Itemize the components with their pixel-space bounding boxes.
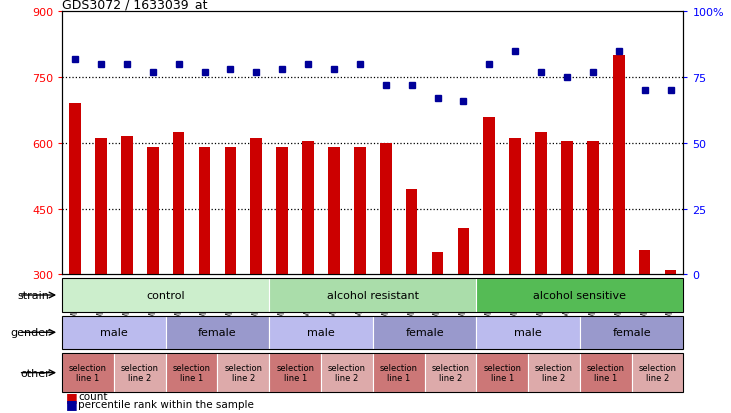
- Bar: [302, 141, 314, 275]
- Bar: [269, 316, 373, 349]
- Bar: [373, 353, 425, 392]
- Bar: [62, 316, 166, 349]
- Text: control: control: [146, 290, 185, 300]
- Bar: [166, 316, 269, 349]
- Bar: [114, 353, 166, 392]
- Bar: [561, 141, 573, 275]
- Text: selection
line 1: selection line 1: [276, 363, 314, 382]
- Bar: [95, 139, 107, 275]
- Bar: [458, 229, 469, 275]
- Text: selection
line 1: selection line 1: [483, 363, 521, 382]
- Bar: [639, 251, 651, 275]
- Text: female: female: [613, 328, 651, 337]
- Bar: [580, 353, 632, 392]
- Text: ■: ■: [66, 390, 77, 403]
- Bar: [535, 133, 547, 275]
- Bar: [477, 279, 683, 312]
- Text: strain: strain: [18, 290, 50, 300]
- Bar: [406, 190, 417, 275]
- Text: GDS3072 / 1633039_at: GDS3072 / 1633039_at: [62, 0, 208, 11]
- Text: selection
line 1: selection line 1: [587, 363, 625, 382]
- Text: alcohol resistant: alcohol resistant: [327, 290, 419, 300]
- Bar: [354, 148, 366, 275]
- Text: count: count: [78, 392, 107, 401]
- Bar: [328, 148, 340, 275]
- Bar: [380, 143, 392, 275]
- Bar: [147, 148, 159, 275]
- Text: selection
line 2: selection line 2: [121, 363, 159, 382]
- Bar: [269, 353, 321, 392]
- Bar: [580, 316, 683, 349]
- Text: selection
line 2: selection line 2: [224, 363, 262, 382]
- Text: selection
line 2: selection line 2: [431, 363, 469, 382]
- Text: selection
line 2: selection line 2: [328, 363, 366, 382]
- Text: selection
line 2: selection line 2: [639, 363, 677, 382]
- Text: gender: gender: [10, 328, 50, 337]
- Bar: [425, 353, 477, 392]
- Bar: [69, 104, 81, 275]
- Bar: [632, 353, 683, 392]
- Bar: [432, 253, 444, 275]
- Bar: [199, 148, 211, 275]
- Text: male: male: [100, 328, 128, 337]
- Bar: [269, 279, 477, 312]
- Bar: [373, 316, 477, 349]
- Bar: [664, 270, 676, 275]
- Text: other: other: [20, 368, 50, 378]
- Bar: [166, 353, 218, 392]
- Bar: [483, 117, 495, 275]
- Text: ■: ■: [66, 397, 77, 411]
- Text: selection
line 1: selection line 1: [69, 363, 107, 382]
- Text: female: female: [198, 328, 237, 337]
- Bar: [477, 353, 528, 392]
- Bar: [613, 56, 624, 275]
- Bar: [587, 141, 599, 275]
- Text: selection
line 1: selection line 1: [173, 363, 211, 382]
- Text: percentile rank within the sample: percentile rank within the sample: [78, 399, 254, 409]
- Bar: [251, 139, 262, 275]
- Bar: [218, 353, 269, 392]
- Text: selection
line 2: selection line 2: [535, 363, 573, 382]
- Bar: [528, 353, 580, 392]
- Bar: [224, 148, 236, 275]
- Text: alcohol sensitive: alcohol sensitive: [534, 290, 626, 300]
- Bar: [321, 353, 373, 392]
- Bar: [62, 279, 269, 312]
- Text: male: male: [307, 328, 335, 337]
- Bar: [276, 148, 288, 275]
- Bar: [121, 137, 133, 275]
- Bar: [510, 139, 521, 275]
- Bar: [62, 353, 114, 392]
- Text: male: male: [515, 328, 542, 337]
- Text: female: female: [405, 328, 444, 337]
- Bar: [173, 133, 184, 275]
- Bar: [477, 316, 580, 349]
- Text: selection
line 1: selection line 1: [379, 363, 417, 382]
